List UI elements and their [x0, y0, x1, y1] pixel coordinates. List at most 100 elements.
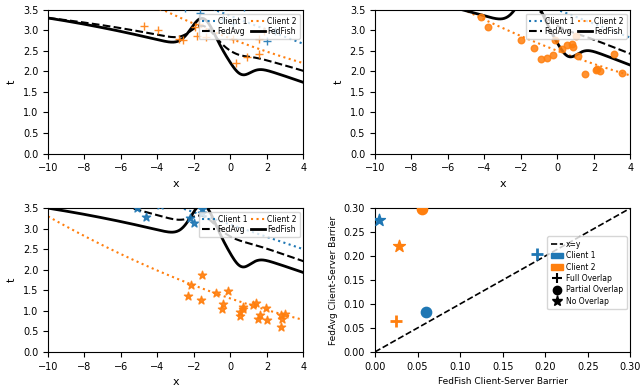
- Point: [194, 22, 204, 28]
- Point: [186, 282, 196, 288]
- Point: [184, 215, 195, 222]
- Point: [136, 180, 146, 187]
- Point: [550, 37, 560, 43]
- Point: [173, 0, 184, 3]
- Point: [140, 22, 150, 29]
- Point: [65, 164, 76, 170]
- Point: [394, 242, 404, 249]
- Point: [228, 20, 238, 26]
- Point: [570, 33, 580, 39]
- Point: [532, 251, 542, 257]
- Point: [276, 324, 287, 330]
- Point: [184, 292, 194, 299]
- Point: [417, 206, 427, 212]
- Point: [218, 16, 228, 22]
- Point: [591, 67, 601, 74]
- Point: [242, 54, 252, 60]
- Point: [225, 0, 236, 3]
- Point: [261, 305, 271, 311]
- Point: [541, 55, 552, 61]
- Point: [235, 313, 245, 319]
- Legend: x=y, Client 1, Client 2, Full Overlap, Partial Overlap, No Overlap: x=y, Client 1, Client 2, Full Overlap, P…: [547, 236, 627, 309]
- Point: [152, 27, 163, 33]
- Point: [209, 3, 219, 9]
- Point: [562, 42, 572, 48]
- Point: [238, 303, 248, 310]
- Point: [502, 1, 512, 7]
- Legend: Client 1, FedAvg, Client 2, FedFish: Client 1, FedAvg, Client 2, FedFish: [198, 14, 300, 39]
- Point: [88, 184, 98, 190]
- Point: [573, 52, 584, 59]
- Point: [219, 3, 229, 9]
- Point: [421, 309, 431, 315]
- Point: [170, 0, 180, 1]
- Y-axis label: t: t: [334, 79, 344, 84]
- Point: [173, 36, 184, 42]
- Y-axis label: t: t: [7, 278, 17, 282]
- Point: [197, 210, 207, 216]
- Point: [277, 316, 287, 322]
- X-axis label: FedFish Client-Server Barrier: FedFish Client-Server Barrier: [438, 377, 568, 386]
- Point: [536, 56, 547, 62]
- Point: [116, 190, 127, 196]
- Point: [262, 38, 272, 44]
- Point: [476, 13, 486, 20]
- Point: [483, 24, 493, 30]
- Point: [592, 66, 602, 72]
- Point: [515, 36, 525, 43]
- Point: [197, 206, 207, 212]
- Point: [568, 44, 579, 50]
- Point: [235, 308, 245, 315]
- X-axis label: x: x: [172, 377, 179, 387]
- Point: [228, 36, 239, 42]
- Point: [580, 70, 590, 77]
- Point: [166, 194, 176, 200]
- Point: [200, 34, 211, 40]
- Point: [217, 306, 227, 312]
- Point: [529, 45, 540, 52]
- Y-axis label: FedAvg Client-Server Barrier: FedAvg Client-Server Barrier: [329, 215, 338, 344]
- Point: [230, 60, 241, 66]
- Point: [192, 32, 202, 39]
- Point: [195, 10, 205, 16]
- Legend: Client 1, FedAvg, Client 2, FedFish: Client 1, FedAvg, Client 2, FedFish: [198, 212, 300, 237]
- Legend: Client 1, FedAvg, Client 2, FedFish: Client 1, FedAvg, Client 2, FedFish: [525, 14, 627, 39]
- Point: [374, 217, 385, 223]
- Point: [162, 199, 172, 205]
- Point: [116, 0, 127, 2]
- Point: [196, 296, 206, 303]
- Point: [74, 177, 84, 183]
- Point: [255, 312, 265, 318]
- Point: [259, 27, 269, 34]
- Point: [239, 4, 250, 10]
- Point: [218, 301, 228, 307]
- X-axis label: x: x: [172, 179, 179, 189]
- Point: [193, 199, 203, 205]
- Point: [238, 306, 248, 312]
- X-axis label: x: x: [499, 179, 506, 189]
- Point: [180, 5, 190, 11]
- Point: [472, 0, 482, 1]
- Point: [617, 70, 627, 76]
- Point: [253, 36, 264, 42]
- Point: [557, 46, 567, 52]
- Point: [94, 190, 104, 196]
- Point: [548, 52, 558, 58]
- Point: [254, 51, 264, 57]
- Point: [93, 197, 104, 204]
- Point: [178, 37, 188, 43]
- Point: [149, 192, 159, 198]
- Point: [200, 2, 210, 8]
- Point: [275, 312, 285, 319]
- Point: [391, 317, 401, 324]
- Point: [189, 220, 199, 226]
- Point: [211, 289, 221, 296]
- Point: [262, 317, 272, 323]
- Point: [83, 174, 93, 181]
- Point: [132, 205, 142, 211]
- Point: [141, 214, 152, 221]
- Point: [280, 311, 290, 317]
- Y-axis label: t: t: [7, 79, 17, 84]
- Point: [609, 51, 619, 57]
- Point: [192, 0, 202, 5]
